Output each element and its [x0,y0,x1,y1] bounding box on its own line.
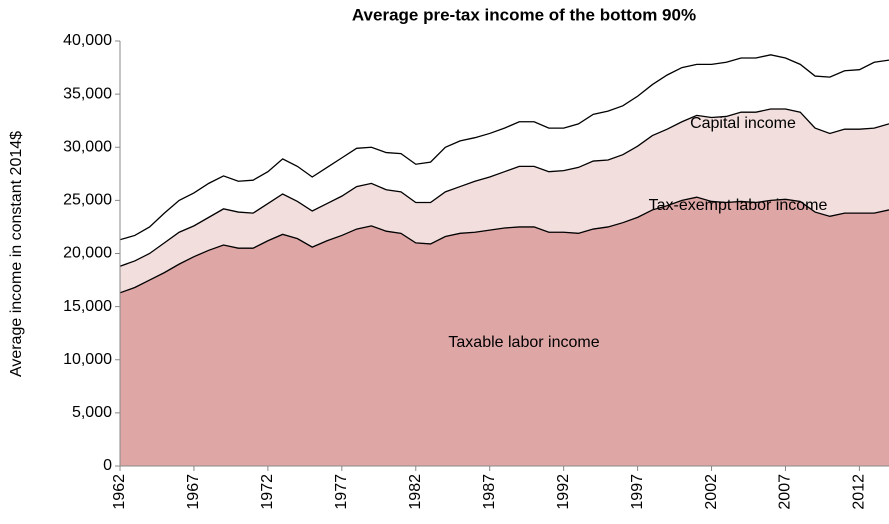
x-tick-label: 1967 [185,474,202,510]
area-label: Capital income [690,115,796,132]
x-tick-label: 1987 [481,474,498,510]
area [120,197,889,466]
y-tick-label: 35,000 [63,85,112,102]
area-label: Tax-exempt labor income [649,197,828,214]
x-tick-label: 1962 [111,474,128,510]
area-edge [119,54,889,241]
area-edge [119,196,889,294]
y-tick-label: 40,000 [63,32,112,49]
x-tick-label: 1992 [555,474,572,510]
x-tick-label: 2007 [777,474,794,510]
y-axis-label: Average income in constant 2014$ [8,131,25,377]
y-tick-label: 0 [103,457,112,474]
x-tick-label: 2012 [851,474,868,510]
area-edge [119,108,889,267]
x-tick-label: 1972 [259,474,276,510]
y-tick-label: 30,000 [63,138,112,155]
y-tick-label: 5,000 [72,404,112,421]
area-label: Taxable labor income [448,334,599,351]
area [120,54,889,267]
y-tick-label: 10,000 [63,351,112,368]
chart-title: Average pre-tax income of the bottom 90% [352,5,696,24]
y-tick-label: 20,000 [63,245,112,262]
y-tick-label: 25,000 [63,192,112,209]
y-tick-label: 15,000 [63,298,112,315]
x-tick-label: 1977 [333,474,350,510]
x-tick-label: 1997 [629,474,646,510]
x-tick-label: 1982 [407,474,424,510]
x-tick-label: 2002 [703,474,720,510]
